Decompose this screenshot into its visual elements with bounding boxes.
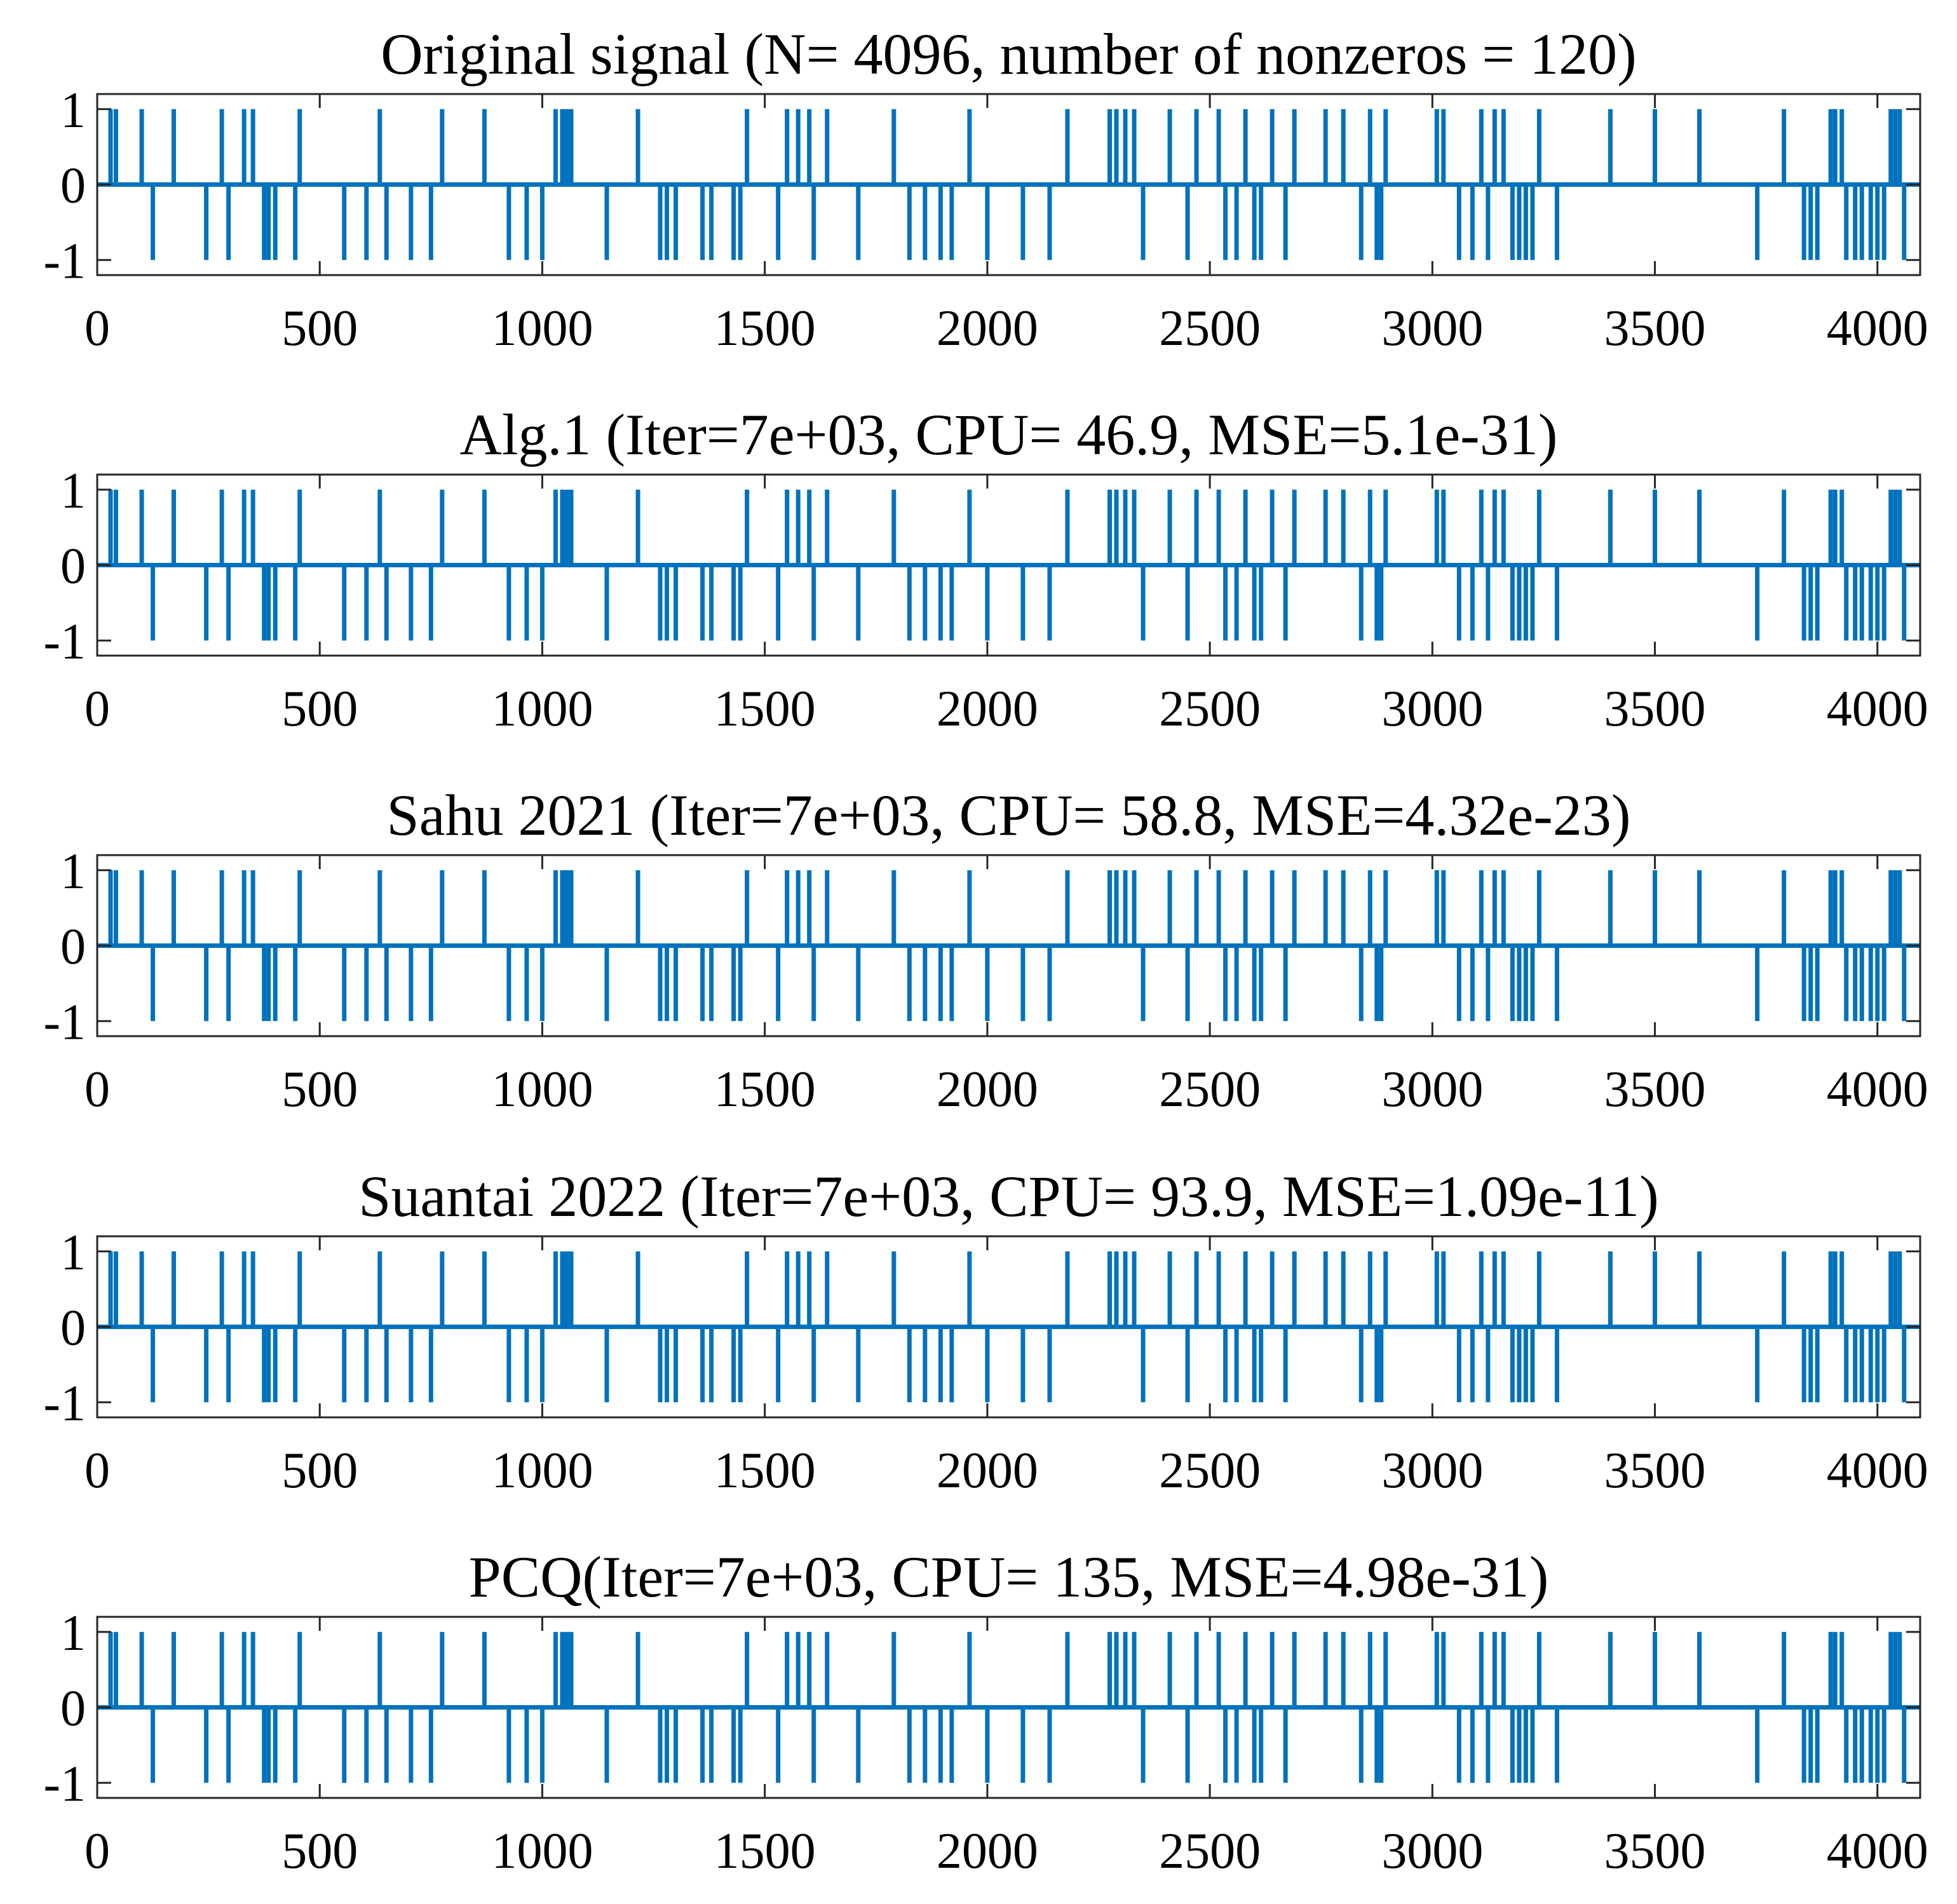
x-tick-label: 1500 [714,300,816,356]
x-tick-label: 0 [85,1823,110,1879]
y-tick-label: -1 [43,994,86,1050]
subplot-4: Suantai 2022 (Iter=7e+03, CPU= 93.9, MSE… [43,1164,1928,1499]
y-tick-label: 1 [60,844,86,900]
signal-series [97,1251,1920,1403]
subplot-title: Sahu 2021 (Iter=7e+03, CPU= 58.8, MSE=4.… [387,783,1631,847]
subplot-title: Original signal (N= 4096, number of nonz… [381,22,1637,86]
y-tick-label: 0 [60,158,86,214]
x-tick-label: 3500 [1604,1062,1706,1117]
x-tick-label: 0 [85,1062,110,1117]
x-tick-label: 500 [281,300,358,356]
x-tick-label: 2000 [937,1443,1038,1499]
signal-series [97,489,1920,641]
signal-series [97,870,1920,1022]
x-tick-label: 3000 [1381,1062,1483,1117]
x-tick-label: 3500 [1604,300,1706,356]
subplot-1: Original signal (N= 4096, number of nonz… [43,22,1928,356]
x-tick-label: 500 [281,1062,358,1117]
x-tick-label: 2000 [937,681,1038,737]
x-tick-label: 2500 [1159,300,1261,356]
x-tick-label: 2500 [1159,1443,1261,1499]
x-tick-label: 2000 [937,300,1038,356]
signal-series [97,109,1920,260]
x-tick-label: 3500 [1604,681,1706,737]
y-tick-label: -1 [43,614,86,670]
x-tick-label: 3500 [1604,1443,1706,1499]
y-tick-label: 0 [60,919,86,975]
x-tick-label: 3000 [1381,1823,1483,1879]
subplot-title: Alg.1 (Iter=7e+03, CPU= 46.9, MSE=5.1e-3… [460,402,1558,467]
x-tick-label: 2000 [937,1062,1038,1117]
x-tick-label: 4000 [1827,1823,1928,1879]
x-tick-label: 1000 [491,681,593,737]
y-tick-label: -1 [43,1375,86,1431]
x-tick-label: 1000 [491,1443,593,1499]
x-tick-label: 1000 [491,300,593,356]
subplot-3: Sahu 2021 (Iter=7e+03, CPU= 58.8, MSE=4.… [43,783,1928,1117]
y-tick-label: -1 [43,1756,86,1812]
x-tick-label: 1000 [491,1062,593,1117]
x-tick-label: 500 [281,1823,358,1879]
y-tick-label: 1 [60,83,86,138]
subplot-2: Alg.1 (Iter=7e+03, CPU= 46.9, MSE=5.1e-3… [43,402,1928,737]
y-tick-label: 0 [60,539,86,595]
x-tick-label: 3000 [1381,300,1483,356]
y-tick-label: 1 [60,463,86,519]
y-tick-label: -1 [43,233,86,289]
subplot-title: PCQ(Iter=7e+03, CPU= 135, MSE=4.98e-31) [469,1544,1549,1609]
signal-series [97,1631,1920,1783]
x-tick-label: 2000 [937,1823,1038,1879]
x-tick-label: 500 [281,681,358,737]
x-tick-label: 1500 [714,1062,816,1117]
x-tick-label: 0 [85,1443,110,1499]
x-tick-label: 3000 [1381,681,1483,737]
x-tick-label: 2500 [1159,681,1261,737]
x-tick-label: 1500 [714,1823,816,1879]
x-tick-label: 3000 [1381,1443,1483,1499]
x-tick-label: 4000 [1827,1443,1928,1499]
y-tick-label: 0 [60,1300,86,1356]
y-tick-label: 0 [60,1681,86,1737]
subplots-container: Original signal (N= 4096, number of nonz… [43,22,1928,1879]
x-tick-label: 0 [85,681,110,737]
x-tick-label: 2500 [1159,1823,1261,1879]
y-tick-label: 1 [60,1225,86,1281]
x-tick-label: 2500 [1159,1062,1261,1117]
y-tick-label: 1 [60,1605,86,1661]
x-tick-label: 4000 [1827,1062,1928,1117]
x-tick-label: 500 [281,1443,358,1499]
subplot-5: PCQ(Iter=7e+03, CPU= 135, MSE=4.98e-31) 0… [43,1544,1928,1879]
x-tick-label: 1500 [714,1443,816,1499]
x-tick-label: 1000 [491,1823,593,1879]
x-tick-label: 1500 [714,681,816,737]
x-tick-label: 0 [85,300,110,356]
subplot-title: Suantai 2022 (Iter=7e+03, CPU= 93.9, MSE… [358,1164,1658,1229]
x-tick-label: 4000 [1827,681,1928,737]
x-tick-label: 4000 [1827,300,1928,356]
x-tick-label: 3500 [1604,1823,1706,1879]
